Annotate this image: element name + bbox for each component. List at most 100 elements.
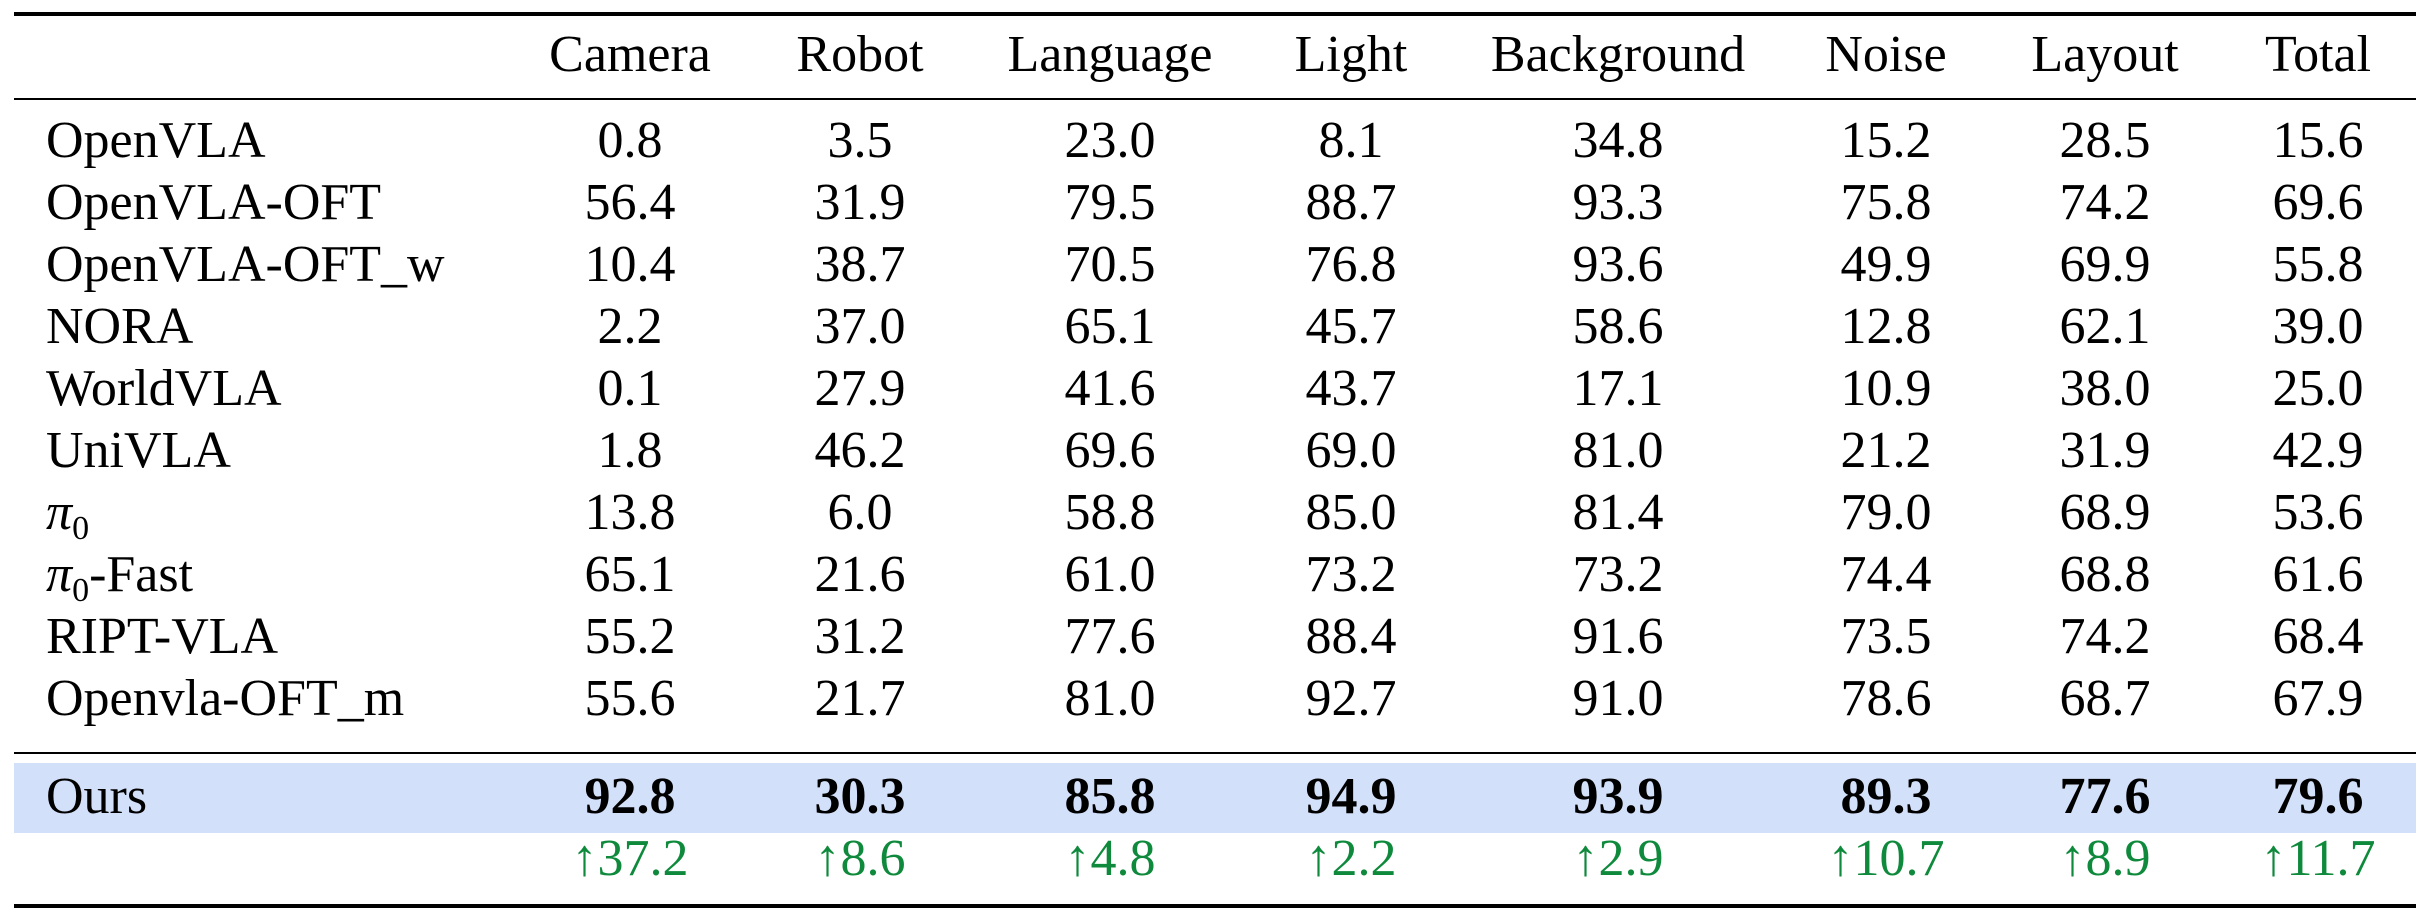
ours-value-light: 94.9 xyxy=(1305,768,1397,825)
value-camera: 0.1 xyxy=(597,360,663,417)
method-label: WorldVLA xyxy=(46,360,282,417)
value-background: 73.2 xyxy=(1572,546,1664,603)
value-background: 93.6 xyxy=(1572,236,1664,293)
value-robot: 37.0 xyxy=(814,298,906,355)
value-layout: 74.2 xyxy=(2059,608,2151,665)
value-total: 68.4 xyxy=(2272,608,2364,665)
value-light: 76.8 xyxy=(1305,236,1397,293)
delta-background: ↑2.9 xyxy=(1572,830,1664,887)
value-total: 25.0 xyxy=(2272,360,2364,417)
value-noise: 73.5 xyxy=(1840,608,1932,665)
value-layout: 68.7 xyxy=(2059,670,2151,727)
table-row: RIPT-VLA 55.2 31.2 77.6 88.4 91.6 73.5 74.2 68.4 xyxy=(0,606,2434,668)
value-background: 81.4 xyxy=(1572,484,1664,541)
delta-total: ↑11.7 xyxy=(2260,830,2376,887)
value-language: 61.0 xyxy=(1064,546,1156,603)
delta-light: ↑2.2 xyxy=(1305,830,1397,887)
value-light: 43.7 xyxy=(1305,360,1397,417)
method-label: OpenVLA-OFT_w xyxy=(46,236,445,293)
column-header-noise: Noise xyxy=(1825,26,1947,83)
table-row: OpenVLA-OFT 56.4 31.9 79.5 88.7 93.3 75.8 74.2 6… xyxy=(0,172,2434,234)
value-noise: 21.2 xyxy=(1840,422,1932,479)
ours-value-language: 85.8 xyxy=(1064,768,1156,825)
value-layout: 62.1 xyxy=(2059,298,2151,355)
value-language: 79.5 xyxy=(1064,174,1156,231)
value-camera: 2.2 xyxy=(597,298,663,355)
value-robot: 27.9 xyxy=(814,360,906,417)
value-camera: 56.4 xyxy=(584,174,676,231)
value-light: 85.0 xyxy=(1305,484,1397,541)
delta-camera: ↑37.2 xyxy=(571,830,689,887)
value-language: 23.0 xyxy=(1064,112,1156,169)
value-noise: 78.6 xyxy=(1840,670,1932,727)
ours-separator-rule xyxy=(14,752,2416,754)
value-robot: 38.7 xyxy=(814,236,906,293)
method-label: UniVLA xyxy=(46,422,231,479)
value-noise: 49.9 xyxy=(1840,236,1932,293)
value-language: 77.6 xyxy=(1064,608,1156,665)
value-robot: 21.6 xyxy=(814,546,906,603)
value-language: 70.5 xyxy=(1064,236,1156,293)
value-background: 58.6 xyxy=(1572,298,1664,355)
value-language: 69.6 xyxy=(1064,422,1156,479)
value-light: 88.4 xyxy=(1305,608,1397,665)
value-background: 91.6 xyxy=(1572,608,1664,665)
column-header-robot: Robot xyxy=(796,26,924,83)
table-top-rule xyxy=(14,12,2416,16)
column-header-light: Light xyxy=(1294,26,1408,83)
table-row: OpenVLA-OFT_w 10.4 38.7 70.5 76.8 93.6 49.9 69.… xyxy=(0,234,2434,296)
value-noise: 75.8 xyxy=(1840,174,1932,231)
method-label: RIPT-VLA xyxy=(46,608,279,665)
value-camera: 0.8 xyxy=(597,112,663,169)
table-row: WorldVLA 0.1 27.9 41.6 43.7 17.1 10.9 38.0 25.0 xyxy=(0,358,2434,420)
value-camera: 65.1 xyxy=(584,546,676,603)
value-camera: 55.2 xyxy=(584,608,676,665)
value-robot: 6.0 xyxy=(827,484,893,541)
method-label: OpenVLA xyxy=(46,112,266,169)
value-camera: 55.6 xyxy=(584,670,676,727)
value-language: 58.8 xyxy=(1064,484,1156,541)
value-layout: 68.8 xyxy=(2059,546,2151,603)
column-header-language: Language xyxy=(1007,26,1213,83)
value-background: 17.1 xyxy=(1572,360,1664,417)
method-label: Ours xyxy=(46,768,148,825)
table-row: NORA 2.2 37.0 65.1 45.7 58.6 12.8 62.1 39.0 xyxy=(0,296,2434,358)
value-robot: 21.7 xyxy=(814,670,906,727)
value-noise: 79.0 xyxy=(1840,484,1932,541)
improvement-row: ↑37.2 ↑8.6 ↑4.8 ↑2.2 ↑2.9 ↑10.7 ↑8.9 ↑11… xyxy=(0,828,2434,890)
value-background: 93.3 xyxy=(1572,174,1664,231)
value-total: 67.9 xyxy=(2272,670,2364,727)
column-header-background: Background xyxy=(1490,26,1746,83)
header-row: Camera Robot Language Light Background N… xyxy=(0,24,2434,86)
ours-value-total: 79.6 xyxy=(2272,768,2364,825)
method-label: Openvla-OFT_m xyxy=(46,670,405,727)
delta-noise: ↑10.7 xyxy=(1827,830,1945,887)
value-background: 34.8 xyxy=(1572,112,1664,169)
value-total: 42.9 xyxy=(2272,422,2364,479)
table-row: π0 13.8 6.0 58.8 85.0 81.4 79.0 68.9 53.6 xyxy=(0,482,2434,547)
ours-row: Ours 92.8 30.3 85.8 94.9 93.9 89.3 77.6 … xyxy=(0,766,2434,828)
value-total: 69.6 xyxy=(2272,174,2364,231)
value-light: 73.2 xyxy=(1305,546,1397,603)
ours-value-layout: 77.6 xyxy=(2059,768,2151,825)
value-background: 91.0 xyxy=(1572,670,1664,727)
method-label: π0 xyxy=(46,484,90,547)
value-light: 88.7 xyxy=(1305,174,1397,231)
value-noise: 10.9 xyxy=(1840,360,1932,417)
value-layout: 28.5 xyxy=(2059,112,2151,169)
delta-language: ↑4.8 xyxy=(1064,830,1156,887)
value-total: 55.8 xyxy=(2272,236,2364,293)
value-robot: 3.5 xyxy=(827,112,893,169)
value-layout: 31.9 xyxy=(2059,422,2151,479)
value-total: 39.0 xyxy=(2272,298,2364,355)
value-robot: 46.2 xyxy=(814,422,906,479)
value-layout: 74.2 xyxy=(2059,174,2151,231)
method-label: OpenVLA-OFT xyxy=(46,174,382,231)
value-total: 53.6 xyxy=(2272,484,2364,541)
value-total: 61.6 xyxy=(2272,546,2364,603)
value-robot: 31.2 xyxy=(814,608,906,665)
value-camera: 10.4 xyxy=(584,236,676,293)
column-header-layout: Layout xyxy=(2031,26,2179,83)
delta-robot: ↑8.6 xyxy=(814,830,906,887)
value-robot: 31.9 xyxy=(814,174,906,231)
